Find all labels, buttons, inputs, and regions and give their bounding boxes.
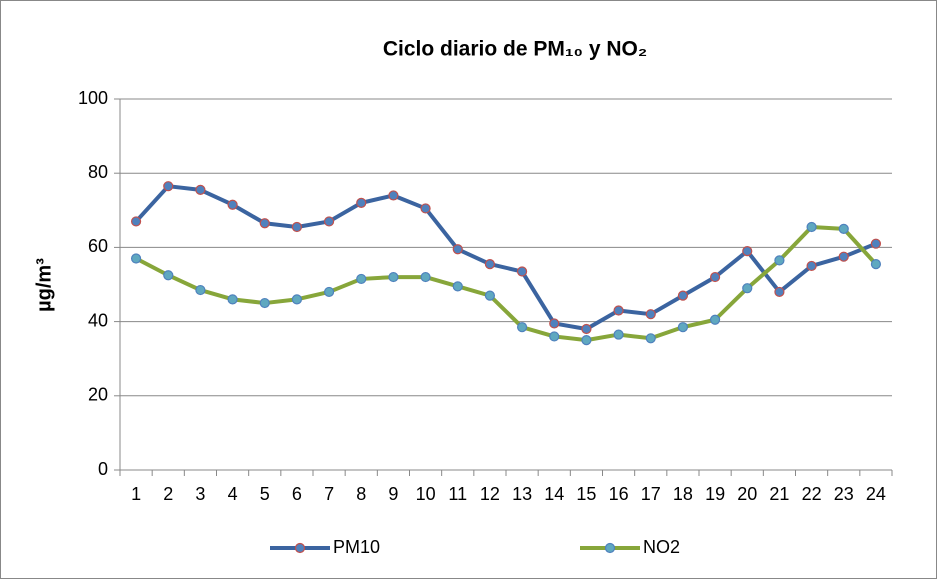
- data-point: [613, 305, 624, 316]
- x-tick-label: 23: [834, 484, 854, 504]
- legend-label: NO2: [643, 537, 680, 557]
- data-point: [806, 260, 817, 272]
- x-tick-label: 4: [228, 484, 238, 504]
- x-tick-label: 15: [576, 484, 596, 504]
- x-tick-label: 5: [260, 484, 270, 504]
- data-point: [516, 322, 528, 333]
- legend-marker: [294, 542, 306, 554]
- data-point: [677, 322, 689, 333]
- data-point: [356, 273, 367, 285]
- x-tick-label: 8: [356, 484, 366, 504]
- data-point: [291, 221, 303, 233]
- x-tick-label: 9: [388, 484, 398, 504]
- data-point: [613, 329, 624, 340]
- y-tick-label: 100: [78, 88, 108, 108]
- series-line: [135, 224, 878, 343]
- data-point: [195, 184, 206, 195]
- data-point: [774, 286, 785, 298]
- x-tick-label: 18: [673, 484, 693, 504]
- data-point: [163, 270, 174, 281]
- data-point: [259, 218, 270, 229]
- data-point: [742, 246, 753, 257]
- data-point: [356, 197, 367, 208]
- x-tick-label: 21: [769, 484, 789, 504]
- y-tick-label: 0: [98, 459, 108, 479]
- data-point: [130, 253, 142, 264]
- data-point: [742, 283, 753, 294]
- data-point: [838, 251, 849, 262]
- x-tick-label: 6: [292, 484, 302, 504]
- data-point: [130, 216, 142, 227]
- x-tick-label: 13: [512, 484, 532, 504]
- x-tick-label: 1: [131, 484, 141, 504]
- series-line: [134, 184, 877, 332]
- data-point: [259, 297, 270, 309]
- data-point: [806, 221, 817, 233]
- data-point: [291, 294, 303, 305]
- data-point: [484, 258, 496, 270]
- data-point: [870, 238, 882, 249]
- x-tick-label: 7: [324, 484, 334, 504]
- x-tick-label: 10: [416, 484, 436, 504]
- chart-title: Ciclo diario de PM₁₀ y NO₂: [383, 38, 647, 61]
- x-tick-label: 22: [802, 484, 822, 504]
- data-point: [774, 255, 785, 266]
- x-tick-label: 20: [737, 484, 757, 504]
- data-point: [388, 190, 399, 201]
- x-tick-label: 2: [163, 484, 173, 504]
- data-point: [581, 335, 592, 346]
- data-point: [516, 266, 528, 277]
- data-point: [549, 318, 560, 329]
- data-point: [484, 290, 496, 301]
- data-point: [452, 281, 463, 292]
- data-point: [227, 294, 238, 305]
- x-tick-label: 14: [544, 484, 564, 504]
- data-point: [549, 331, 560, 342]
- data-point: [323, 286, 335, 298]
- data-point: [420, 271, 431, 283]
- data-point: [870, 258, 882, 270]
- data-point: [645, 333, 656, 344]
- x-tick-label: 11: [448, 484, 467, 504]
- x-tick-label: 24: [866, 484, 886, 504]
- legend-label: PM10: [333, 537, 380, 557]
- data-point: [645, 309, 656, 320]
- data-point: [838, 223, 849, 234]
- y-tick-label: 40: [88, 310, 108, 330]
- y-tick-label: 80: [88, 162, 108, 182]
- data-point: [323, 216, 335, 227]
- data-point: [581, 323, 592, 335]
- data-point: [420, 203, 431, 214]
- y-axis-label: µg/m³: [33, 258, 55, 312]
- data-point: [677, 290, 689, 301]
- legend-marker: [604, 542, 616, 554]
- x-tick-label: 17: [641, 484, 661, 504]
- x-tick-label: 3: [195, 484, 205, 504]
- y-tick-label: 60: [88, 236, 108, 256]
- x-tick-label: 16: [609, 484, 629, 504]
- data-point: [709, 314, 721, 325]
- data-point: [195, 284, 206, 296]
- x-tick-label: 19: [705, 484, 725, 504]
- data-point: [163, 181, 174, 192]
- data-point: [709, 271, 721, 283]
- data-point: [227, 199, 238, 210]
- x-tick-label: 12: [480, 484, 500, 504]
- y-tick-label: 20: [88, 385, 108, 405]
- data-point: [452, 244, 463, 255]
- data-point: [388, 271, 399, 283]
